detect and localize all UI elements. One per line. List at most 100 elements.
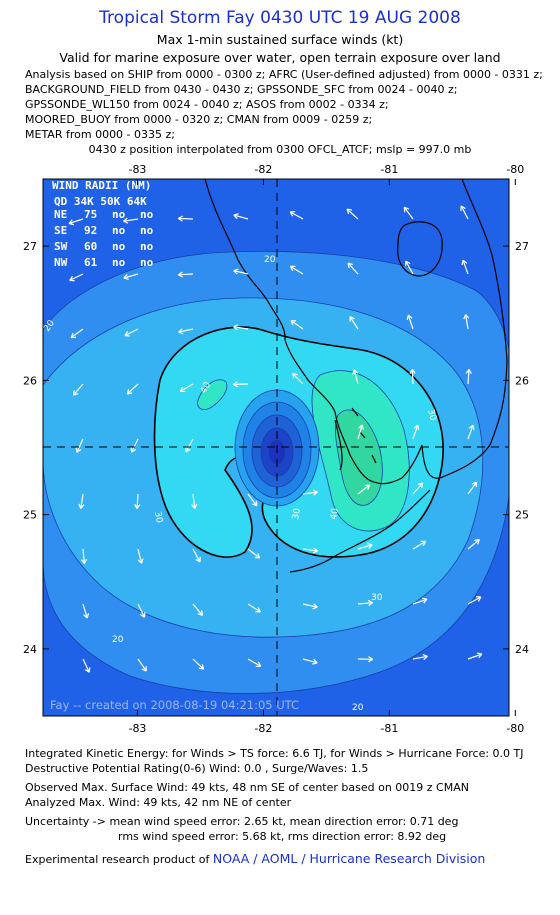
wind-arrow (247, 548, 260, 559)
wind-arrow (192, 493, 196, 509)
wind-arrow (467, 596, 482, 605)
wind-arrow (82, 603, 88, 619)
lat-tick-label-left: 25 (23, 509, 37, 522)
wind-arrow (137, 548, 143, 564)
wind-arrow-head (476, 652, 483, 659)
wind-arrow-head (420, 540, 427, 547)
analysis-line-1: Analysis based on SHIP from 0000 - 0300 … (25, 68, 543, 81)
wind-arrow-head (139, 612, 146, 618)
wind-arrow (290, 265, 304, 275)
wind-arrow-head (198, 664, 205, 670)
wind-radii-cell: no (140, 208, 154, 221)
contour-label: 20 (264, 255, 276, 265)
wind-radii-cell: SW (54, 240, 68, 253)
wind-arrow (178, 328, 194, 333)
wind-radii-table: WIND RADII (NM) QD 34K 50K 64K NE 75 no no S… (52, 179, 154, 269)
wind-radii-cell: no (112, 240, 126, 253)
wind-arrow-head (126, 389, 133, 395)
lon-tick-label-bottom: -83 (128, 722, 146, 735)
wind-arrow-head (460, 205, 466, 211)
wind-arrow-head (68, 219, 75, 226)
wind-arrow-head (177, 271, 184, 278)
created-watermark: Fay -- created on 2008-08-19 04:21:05 UT… (50, 698, 299, 712)
wind-arrow (405, 260, 414, 275)
wind-arrow-head (197, 610, 203, 616)
wind-arrow-head (289, 265, 296, 272)
wind-arrow-head (475, 596, 482, 602)
lake-okeechobee (397, 221, 443, 277)
wind-arrow (412, 424, 419, 440)
wind-arrow-head (123, 217, 129, 224)
wind-arrow (126, 383, 139, 395)
lat-tick-label-left: 27 (23, 240, 37, 253)
wind-arrow-head (461, 259, 468, 266)
wind-arrow (411, 369, 414, 385)
wind-arrow (465, 314, 469, 330)
wind-arrow-head (72, 390, 79, 396)
wind-arrow (302, 658, 318, 664)
wind-arrow-head (255, 661, 262, 668)
wind-arrow-head (141, 666, 147, 672)
wind-arrow (178, 273, 194, 276)
wind-arrow-head (417, 482, 424, 488)
lat-tick-label-left: 26 (23, 374, 37, 387)
wind-arrow (179, 383, 194, 392)
wind-arrow-head (312, 603, 318, 610)
wind-arrow-head (75, 447, 82, 453)
wind-radii-cell: no (140, 256, 154, 269)
wind-arrow-head (465, 368, 472, 375)
wind-arrow-head (358, 424, 365, 430)
wind-arrow-head (292, 372, 298, 379)
wind-arrow-head (463, 314, 470, 320)
axis-tick-labels: -83 -83 -82 -82 -81 -81 -80 -80 27 27 26 26 25 25 24 24 (23, 163, 529, 735)
wind-arrow (123, 218, 139, 222)
wind-arrow (247, 493, 258, 507)
wind-arrow-head (83, 613, 90, 619)
wind-arrow-head (251, 500, 258, 507)
wind-arrow-head (409, 368, 416, 374)
wind-radii-cell: no (140, 224, 154, 237)
wind-arrow (247, 603, 261, 613)
wind-arrow (412, 598, 428, 605)
wind-arrow (137, 658, 147, 672)
wind-radii-cell: no (112, 224, 126, 237)
wind-arrow-head (134, 503, 141, 510)
wind-arrow (70, 328, 84, 339)
wind-arrow (290, 320, 304, 330)
lon-tick-label-top: -80 (506, 163, 524, 176)
wind-arrow-head (69, 275, 75, 282)
wind-arrow (467, 481, 478, 495)
plot-frame (42, 178, 510, 717)
wind-arrow-head (367, 542, 373, 549)
lat-tick-label-left: 24 (23, 643, 37, 656)
wind-arrow-head (195, 556, 201, 563)
wind-arrow (192, 658, 205, 670)
wind-arrow (407, 314, 414, 330)
wind-radii-cell: NW (54, 256, 68, 269)
wind-arrow-head (349, 316, 355, 322)
lat-tick-label-right: 26 (515, 374, 529, 387)
wind-arrow (82, 658, 90, 673)
wind-arrow (68, 218, 84, 225)
wind-arrow-head (177, 215, 183, 222)
wind-arrow (467, 369, 470, 385)
wind-arrow-head (471, 481, 478, 488)
contour-label: 20 (352, 703, 364, 713)
wind-arrow (462, 259, 469, 275)
noaa-link[interactable]: NOAA / AOML / Hurricane Research Divisio… (212, 851, 486, 866)
analysis-line-3: GPSSONDE_WL150 from 0024 - 0040 z; ASOS … (25, 98, 389, 111)
wind-arrow (123, 273, 139, 279)
position-line: 0430 z position interpolated from 0300 O… (88, 143, 472, 156)
storm-title: Tropical Storm Fay 0430 UTC 19 AUG 2008 (99, 8, 461, 28)
wind-arrow-head (422, 653, 428, 661)
wind-arrow (467, 653, 483, 660)
coastline (204, 179, 508, 573)
dpr-line: Destructive Potential Rating(0-6) Wind: … (25, 762, 369, 775)
florida-east-coast (421, 179, 508, 479)
contour-label: 20 (112, 635, 124, 645)
lat-tick-label-right: 27 (515, 240, 529, 253)
wind-arrow-head (255, 607, 261, 613)
wind-arrow-head (367, 599, 374, 607)
wind-arrow (233, 270, 249, 275)
wind-arrow-head (254, 553, 261, 559)
